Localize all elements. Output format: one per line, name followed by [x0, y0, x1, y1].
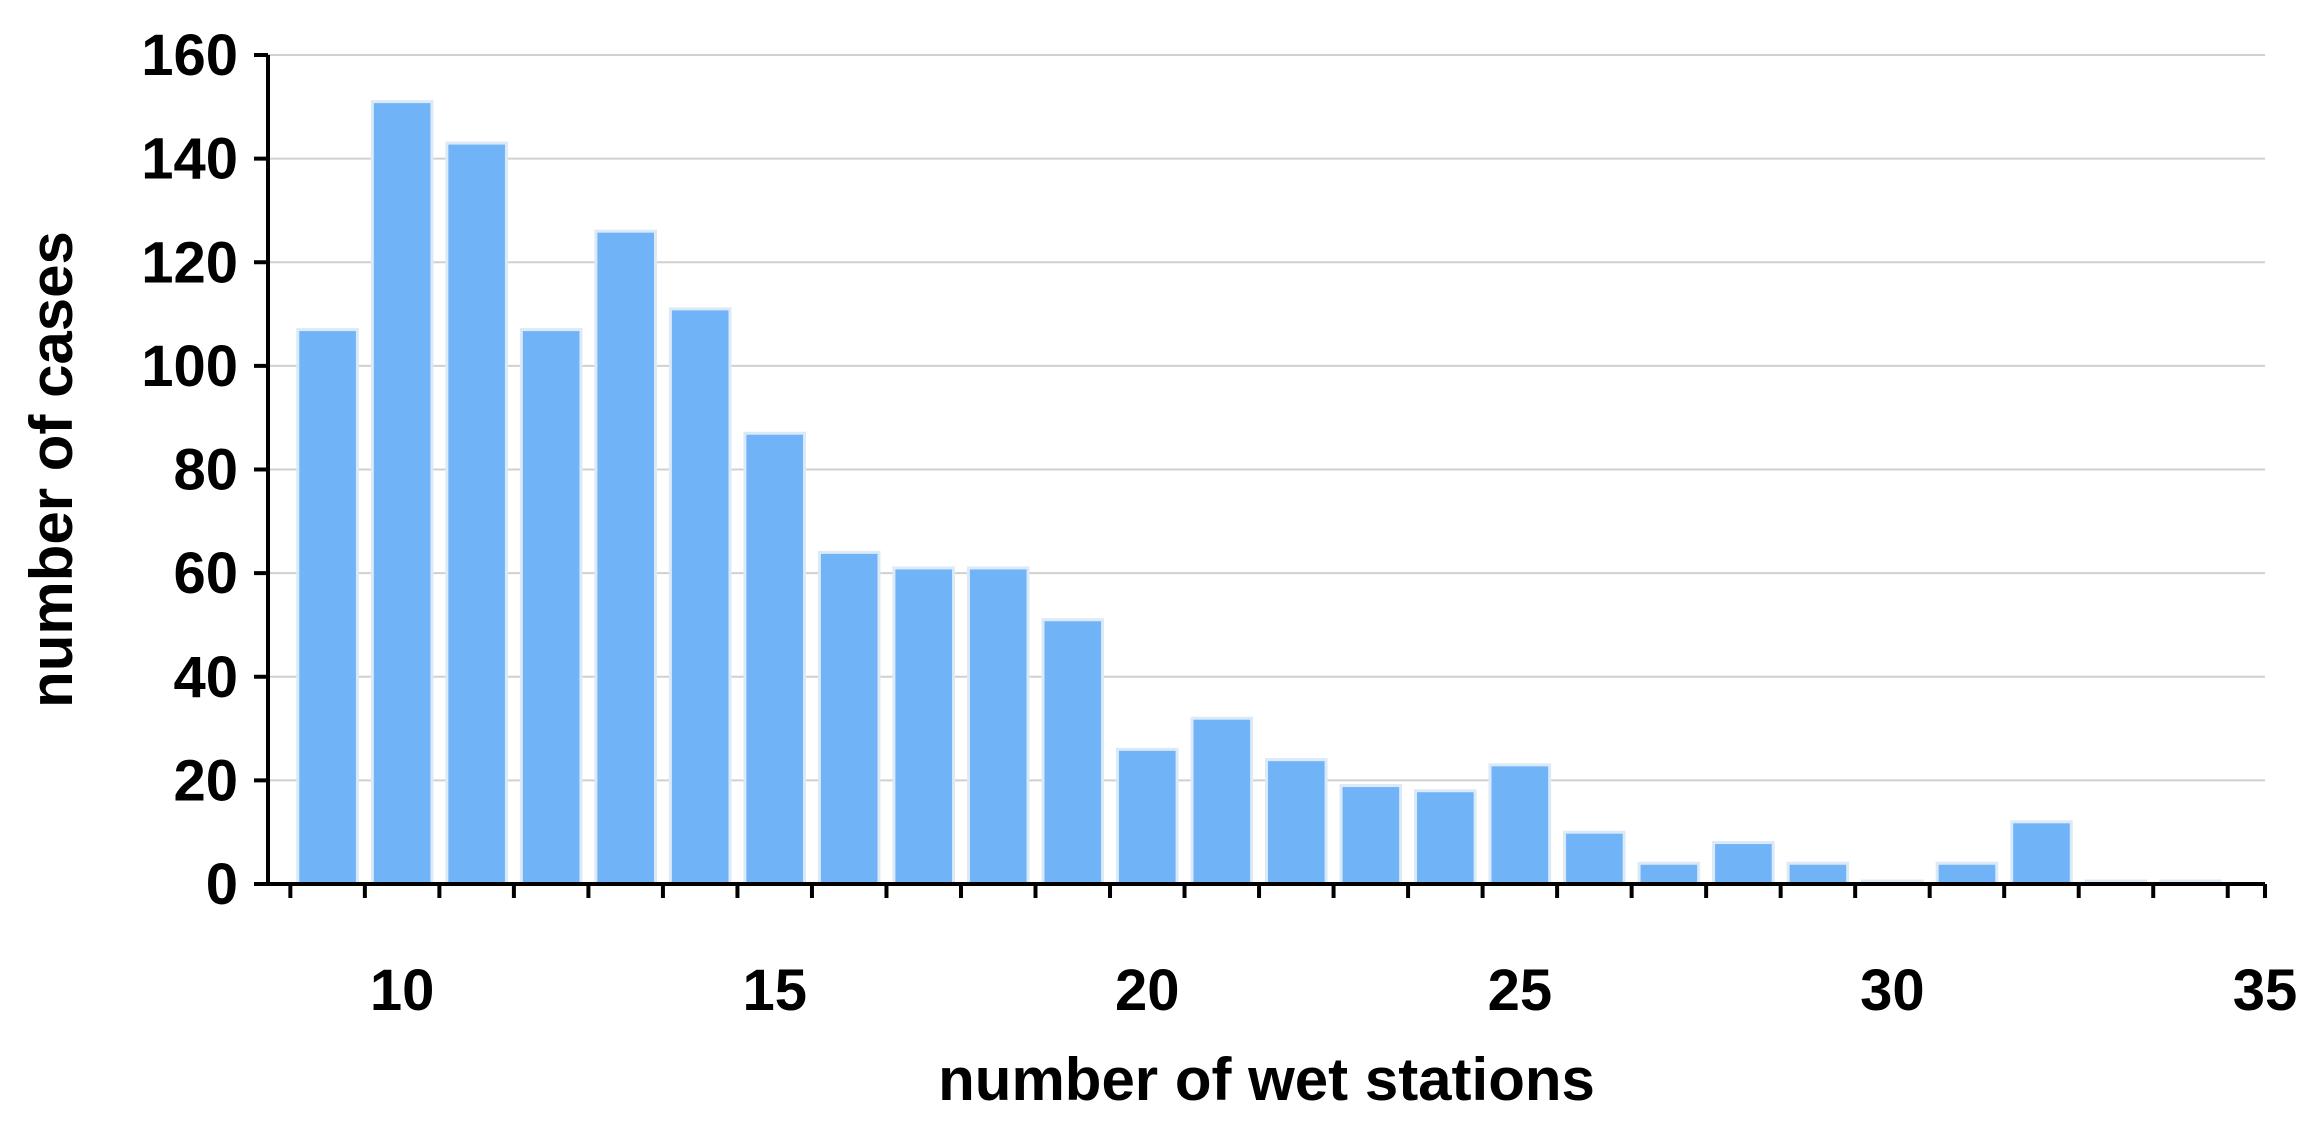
bar-19 — [1041, 618, 1105, 886]
x-tick-label-20: 20 — [1115, 958, 1180, 1023]
x-axis-title: number of wet stations — [938, 1046, 1595, 1113]
bar-18 — [966, 566, 1030, 886]
bar-31 — [1935, 861, 1999, 886]
y-tick-label-80: 80 — [173, 438, 238, 503]
bar-26 — [1563, 830, 1626, 886]
bar-17 — [892, 566, 956, 886]
x-tick-label-10: 10 — [370, 958, 435, 1023]
bar-16 — [817, 550, 881, 886]
y-axis-title: number of cases — [18, 231, 85, 708]
bar-29 — [1786, 861, 1850, 886]
x-tick-labels: 10 15 20 25 30 35 — [370, 958, 2297, 1023]
bar-32 — [2010, 820, 2073, 886]
bar-20 — [1115, 747, 1179, 886]
bar-28 — [1712, 841, 1775, 886]
bar-11 — [445, 141, 508, 886]
bar-15 — [743, 431, 807, 886]
bar-series — [296, 100, 2222, 886]
y-tick-label-0: 0 — [206, 852, 238, 917]
y-tick-label-40: 40 — [173, 645, 238, 710]
x-tick-label-35: 35 — [2233, 958, 2298, 1023]
x-tick-label-25: 25 — [1488, 958, 1553, 1023]
y-tick-label-160: 160 — [141, 23, 238, 88]
bar-14 — [668, 307, 732, 886]
bar-27 — [1637, 861, 1701, 886]
axes — [254, 53, 2267, 898]
y-tick-labels: 0 20 40 60 80 100 120 140 160 — [141, 23, 238, 917]
bar-9 — [296, 328, 359, 886]
y-tick-label-60: 60 — [173, 541, 238, 606]
bar-13 — [594, 229, 657, 886]
y-tick-label-140: 140 — [141, 127, 238, 192]
y-tick-label-120: 120 — [141, 230, 238, 295]
x-tick-label-30: 30 — [1860, 958, 1925, 1023]
bar-25 — [1488, 763, 1552, 886]
bar-12 — [519, 328, 583, 886]
bar-21 — [1190, 716, 1254, 886]
y-tick-label-100: 100 — [141, 334, 238, 399]
bar-24 — [1414, 789, 1477, 886]
bar-10 — [370, 100, 434, 886]
bar-22 — [1265, 758, 1328, 886]
y-tick-label-20: 20 — [173, 748, 238, 813]
bar-23 — [1339, 784, 1403, 886]
x-tick-label-15: 15 — [742, 958, 807, 1023]
